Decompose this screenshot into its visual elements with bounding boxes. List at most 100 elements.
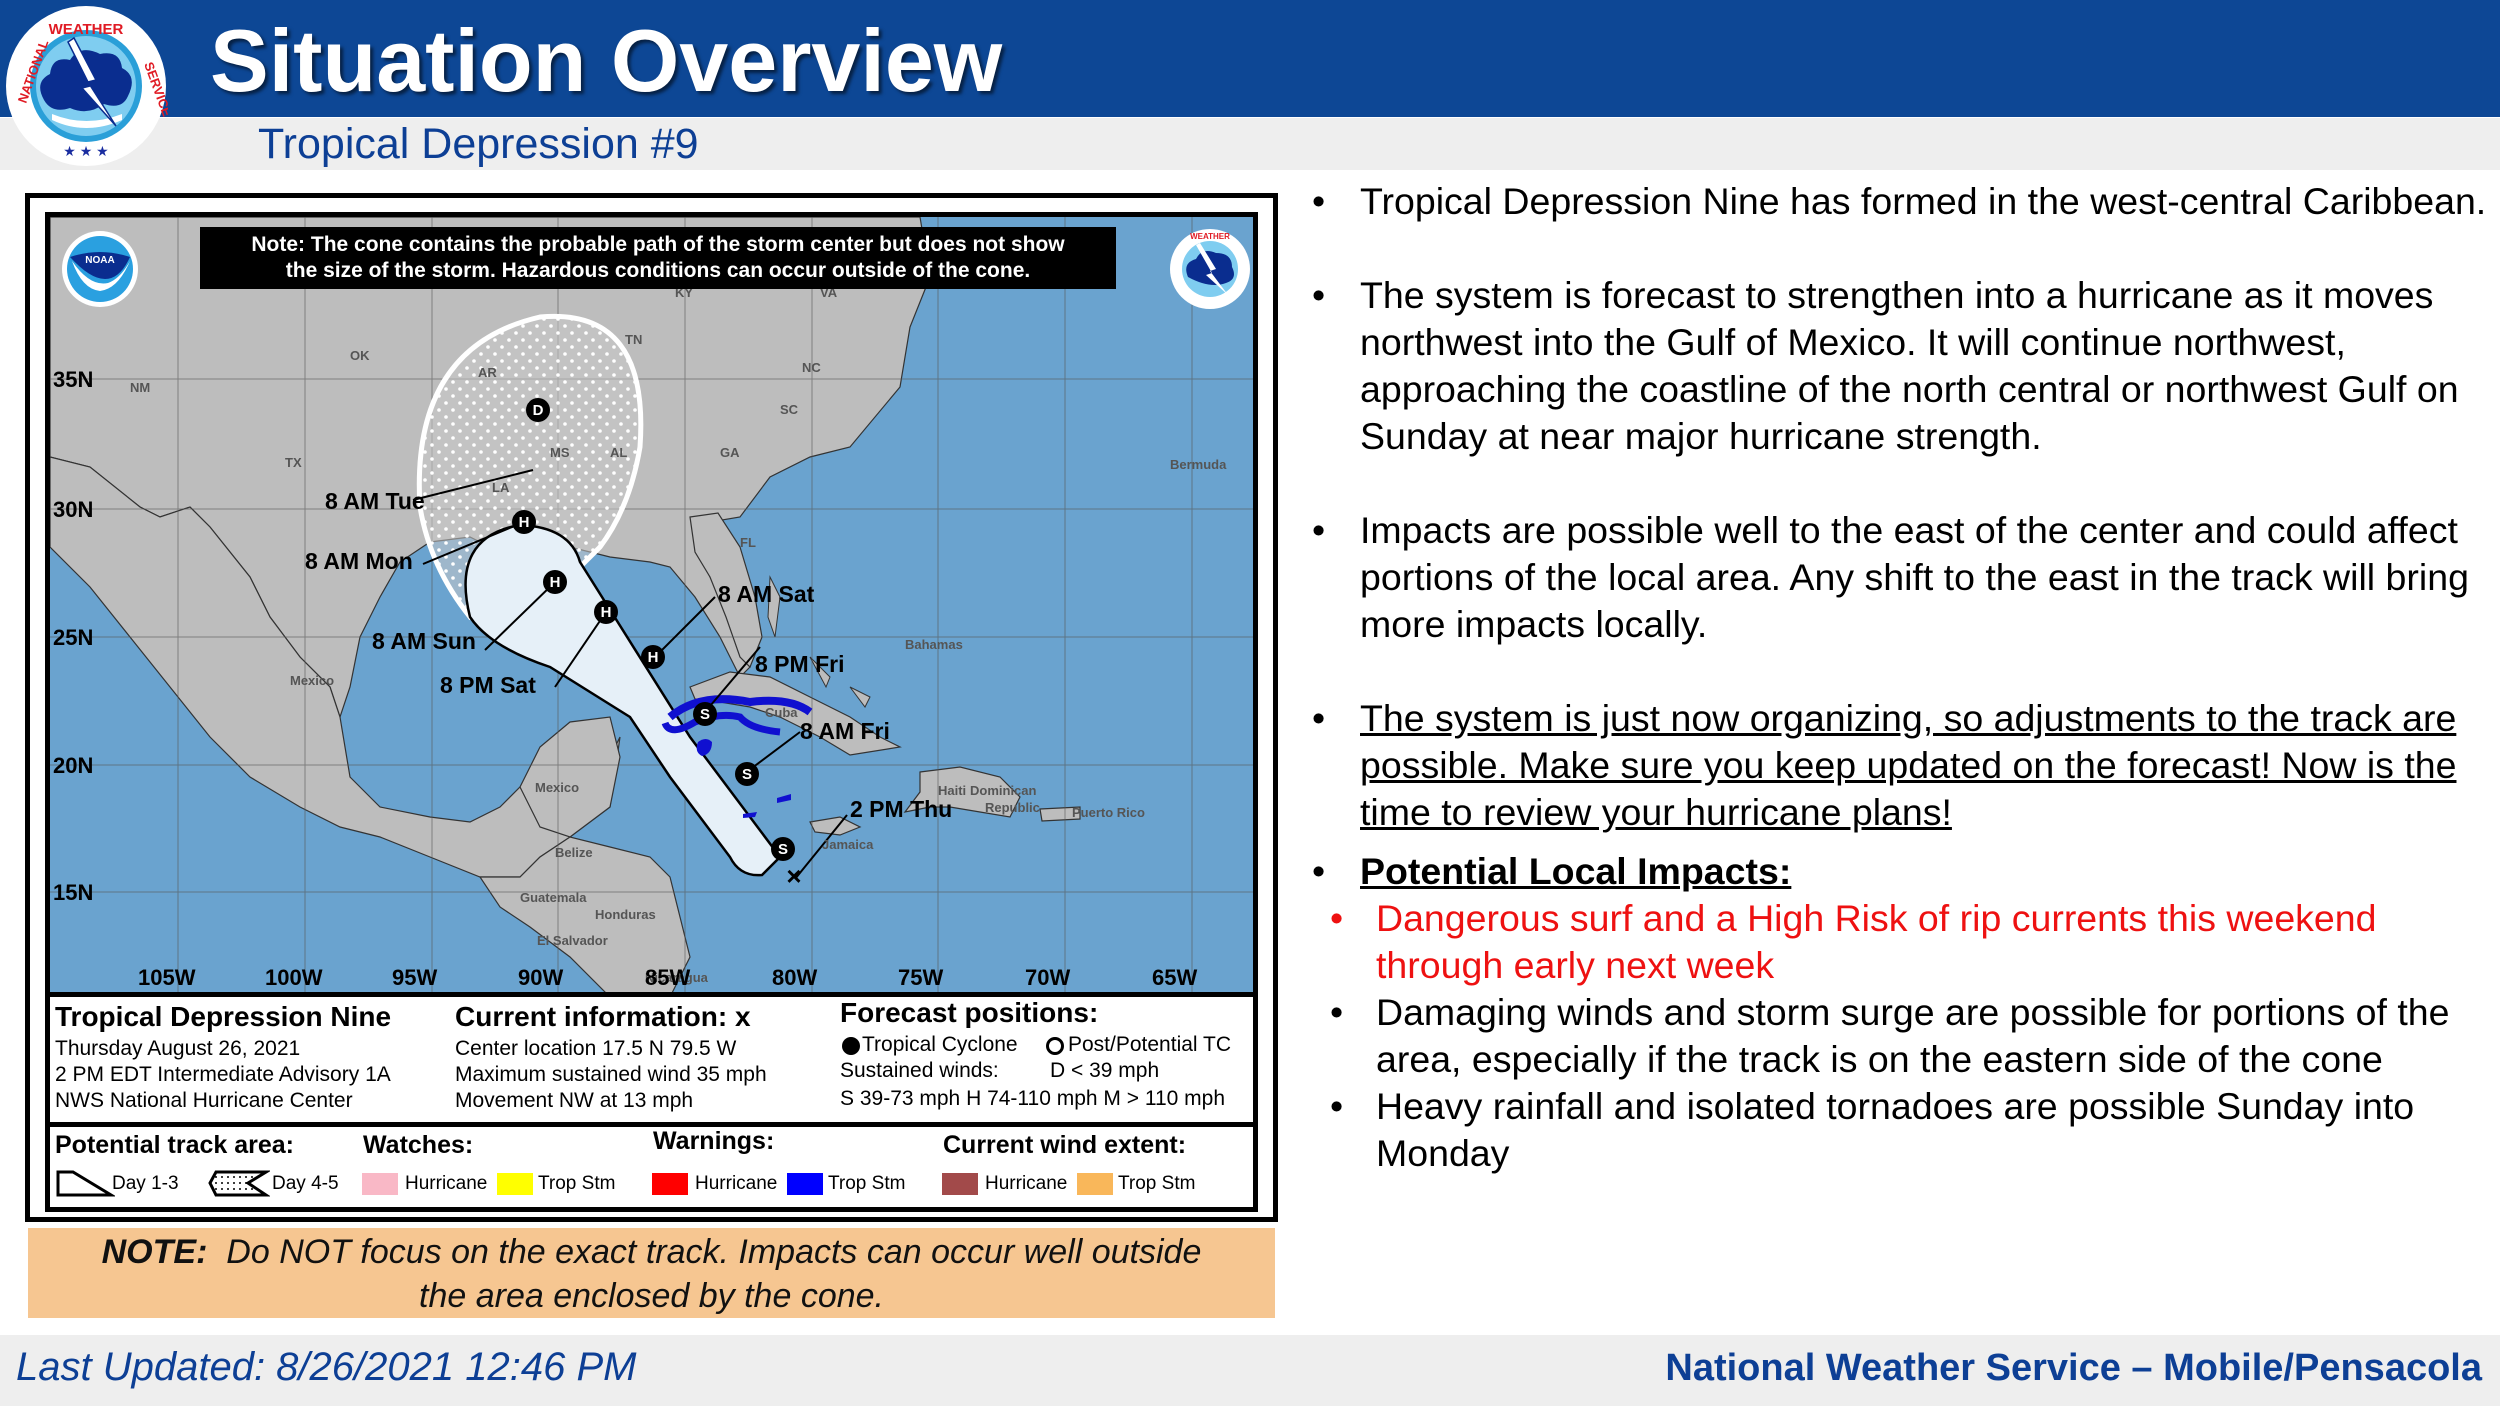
header-band: [0, 0, 2500, 117]
svg-text:80W: 80W: [772, 965, 817, 990]
watch-hurricane-swatch: [362, 1173, 398, 1195]
warning-hurricane-label: Hurricane: [695, 1173, 778, 1194]
svg-text:8 AM Tue: 8 AM Tue: [325, 488, 425, 514]
svg-text:35N: 35N: [53, 367, 93, 392]
svg-text:AL: AL: [610, 445, 627, 460]
svg-text:Honduras: Honduras: [595, 907, 656, 922]
bullet-organizing: • The system is just now organizing, so a…: [1312, 697, 2457, 833]
note-label: NOTE: [101, 1233, 197, 1271]
map-legend: Potential track area: Day 1-3 Day 4-5 Wa…: [50, 1122, 1253, 1207]
day-4-5-cone-icon: [208, 1170, 270, 1197]
wind-hurricane-label: Hurricane: [985, 1173, 1068, 1194]
svg-text:30N: 30N: [53, 497, 93, 522]
post-potential-tc-label: Post/Potential TC: [1068, 1033, 1232, 1056]
wind-hurricane-swatch: [942, 1173, 978, 1195]
warning-hurricane-swatch: [652, 1173, 688, 1195]
svg-text:8 PM Sat: 8 PM Sat: [440, 672, 536, 698]
warnings-title: Warnings:: [653, 1127, 775, 1155]
page-subtitle: Tropical Depression #9: [258, 120, 699, 168]
office-name: National Weather Service – Mobile/Pensac…: [1665, 1347, 2482, 1389]
svg-text:8 AM Sun: 8 AM Sun: [372, 628, 476, 654]
note-line-2: the area enclosed by the cone.: [419, 1277, 884, 1315]
svg-text:D: D: [533, 402, 544, 419]
svg-text:Puerto Rico: Puerto Rico: [1072, 805, 1145, 820]
bullet-icon: •: [1312, 180, 1326, 222]
track-note-box: NOTE: Do NOT focus on the exact track. I…: [28, 1228, 1275, 1318]
footer-band: [0, 1335, 2500, 1406]
current-info-title: Current information: x: [455, 1001, 751, 1032]
svg-text:105W: 105W: [138, 965, 196, 990]
svg-text:Bahamas: Bahamas: [905, 637, 963, 652]
advisory-source: NWS National Hurricane Center: [55, 1089, 353, 1112]
track-area-title: Potential track area:: [55, 1131, 294, 1159]
day-4-5-label: Day 4-5: [272, 1173, 339, 1194]
bullet-icon: •: [1312, 509, 1326, 551]
advisory-number: 2 PM EDT Intermediate Advisory 1A: [55, 1063, 391, 1086]
bullet-forecast: • The system is forecast to strengthen in…: [1312, 274, 2459, 457]
day-1-3-cone-icon: [56, 1170, 115, 1197]
key-messages: • Tropical Depression Nine has formed in …: [1310, 178, 2495, 1177]
svg-text:2 PM Thu: 2 PM Thu: [850, 796, 952, 822]
advisory-date: Thursday August 26, 2021: [55, 1037, 301, 1060]
cone-graphic: × S S S H H H H D 2 PM Thu 8 AM Fri 8 PM…: [45, 212, 1258, 1212]
svg-text:85W: 85W: [645, 965, 690, 990]
svg-text:Mexico: Mexico: [535, 780, 579, 795]
svg-text:NC: NC: [802, 360, 821, 375]
warning-trop-stm-swatch: [787, 1173, 823, 1195]
max-sustained-wind: Maximum sustained wind 35 mph: [455, 1063, 767, 1086]
forecast-cone-map: × S S S H H H H D 2 PM Thu 8 AM Fri 8 PM…: [50, 217, 1253, 997]
storm-name: Tropical Depression Nine: [55, 1001, 392, 1032]
svg-text:H: H: [519, 514, 530, 531]
svg-text:S: S: [700, 706, 710, 723]
cone-disclaimer-line-2: the size of the storm. Hazardous conditi…: [285, 259, 1031, 282]
warning-trop-stm-label: Trop Stm: [828, 1173, 906, 1194]
noaa-logo-icon: NOAA: [62, 231, 138, 307]
watch-trop-stm-swatch: [497, 1173, 533, 1195]
svg-text:8 AM Fri: 8 AM Fri: [800, 718, 890, 744]
svg-text:OK: OK: [350, 348, 370, 363]
svg-text:WEATHER: WEATHER: [49, 21, 124, 38]
bullet-icon: •: [1312, 274, 1326, 316]
svg-text:65W: 65W: [1152, 965, 1197, 990]
svg-text:Bermuda: Bermuda: [1170, 457, 1227, 472]
svg-text:S: S: [742, 766, 752, 783]
svg-text:H: H: [648, 649, 659, 666]
storm-info-panel: Tropical Depression Nine Thursday August…: [50, 992, 1253, 1127]
current-position-x-icon: ×: [786, 861, 801, 891]
svg-text:90W: 90W: [518, 965, 563, 990]
wind-extent-title: Current wind extent:: [943, 1131, 1187, 1159]
sustained-winds-label: Sustained winds:: [840, 1059, 999, 1082]
svg-text:8 PM Fri: 8 PM Fri: [755, 651, 844, 677]
svg-text:95W: 95W: [392, 965, 437, 990]
watches-title: Watches:: [363, 1131, 474, 1159]
tropical-cyclone-filled-circle-icon: [842, 1037, 860, 1055]
svg-text:Republic: Republic: [985, 800, 1040, 815]
watch-hurricane-label: Hurricane: [405, 1173, 488, 1194]
wind-trop-stm-label: Trop Stm: [1118, 1173, 1196, 1194]
wind-category-ranges: S 39-73 mph H 74-110 mph M > 110 mph: [840, 1087, 1226, 1110]
tropical-cyclone-label: Tropical Cyclone: [862, 1033, 1018, 1056]
bullet-impacts-east: • Impacts are possible well to the east o…: [1312, 509, 2469, 645]
svg-text:20N: 20N: [53, 753, 93, 778]
wind-trop-stm-swatch: [1077, 1173, 1113, 1195]
subheader-band: [0, 118, 2500, 170]
svg-text:25N: 25N: [53, 625, 93, 650]
page-title: Situation Overview: [210, 11, 1003, 110]
impact-rip-currents: • Dangerous surf and a High Risk of rip c…: [1330, 897, 2377, 986]
svg-text:AR: AR: [478, 365, 497, 380]
bullet-icon: •: [1330, 991, 1344, 1033]
impact-winds-surge: • Damaging winds and storm surge are poss…: [1330, 991, 2450, 1080]
svg-text:H: H: [601, 604, 612, 621]
svg-text:100W: 100W: [265, 965, 323, 990]
bullet-icon: •: [1330, 897, 1344, 939]
watch-trop-stm-label: Trop Stm: [538, 1173, 616, 1194]
svg-text:LA: LA: [492, 480, 510, 495]
svg-text:TN: TN: [625, 332, 642, 347]
svg-text:Belize: Belize: [555, 845, 593, 860]
last-updated: Last Updated: 8/26/2021 12:46 PM: [16, 1345, 637, 1389]
bullet-icon: •: [1312, 697, 1326, 739]
bullet-formation: • Tropical Depression Nine has formed in …: [1310, 178, 2495, 225]
svg-text:NOAA: NOAA: [85, 255, 114, 266]
note-line-1: Do NOT focus on the exact track. Impacts…: [226, 1233, 1202, 1271]
svg-text:NM: NM: [130, 380, 150, 395]
